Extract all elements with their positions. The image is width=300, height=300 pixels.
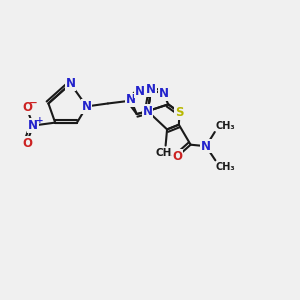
Text: N: N	[201, 140, 211, 153]
Text: N: N	[126, 93, 136, 106]
Text: N: N	[134, 85, 144, 98]
Text: CH₃: CH₃	[215, 121, 235, 130]
Text: CH₃: CH₃	[216, 162, 236, 172]
Text: CH₃: CH₃	[155, 148, 176, 158]
Text: N: N	[82, 100, 92, 113]
Text: N: N	[158, 87, 169, 100]
Text: N: N	[146, 83, 156, 96]
Text: N: N	[65, 77, 76, 90]
Text: O: O	[22, 101, 32, 114]
Text: N: N	[142, 105, 153, 118]
Text: O: O	[172, 150, 182, 163]
Text: −: −	[29, 98, 38, 108]
Text: O: O	[22, 137, 32, 150]
Text: +: +	[36, 116, 43, 125]
Text: S: S	[175, 106, 184, 119]
Text: N: N	[28, 119, 38, 132]
